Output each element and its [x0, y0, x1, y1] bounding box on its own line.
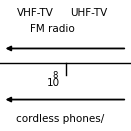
Text: 8: 8: [52, 72, 58, 80]
Text: FM radio: FM radio: [30, 24, 75, 34]
Text: 10: 10: [47, 78, 60, 88]
Text: VHF-TV: VHF-TV: [17, 8, 54, 18]
Text: UHF-TV: UHF-TV: [70, 8, 108, 18]
Text: cordless phones/: cordless phones/: [16, 114, 104, 124]
